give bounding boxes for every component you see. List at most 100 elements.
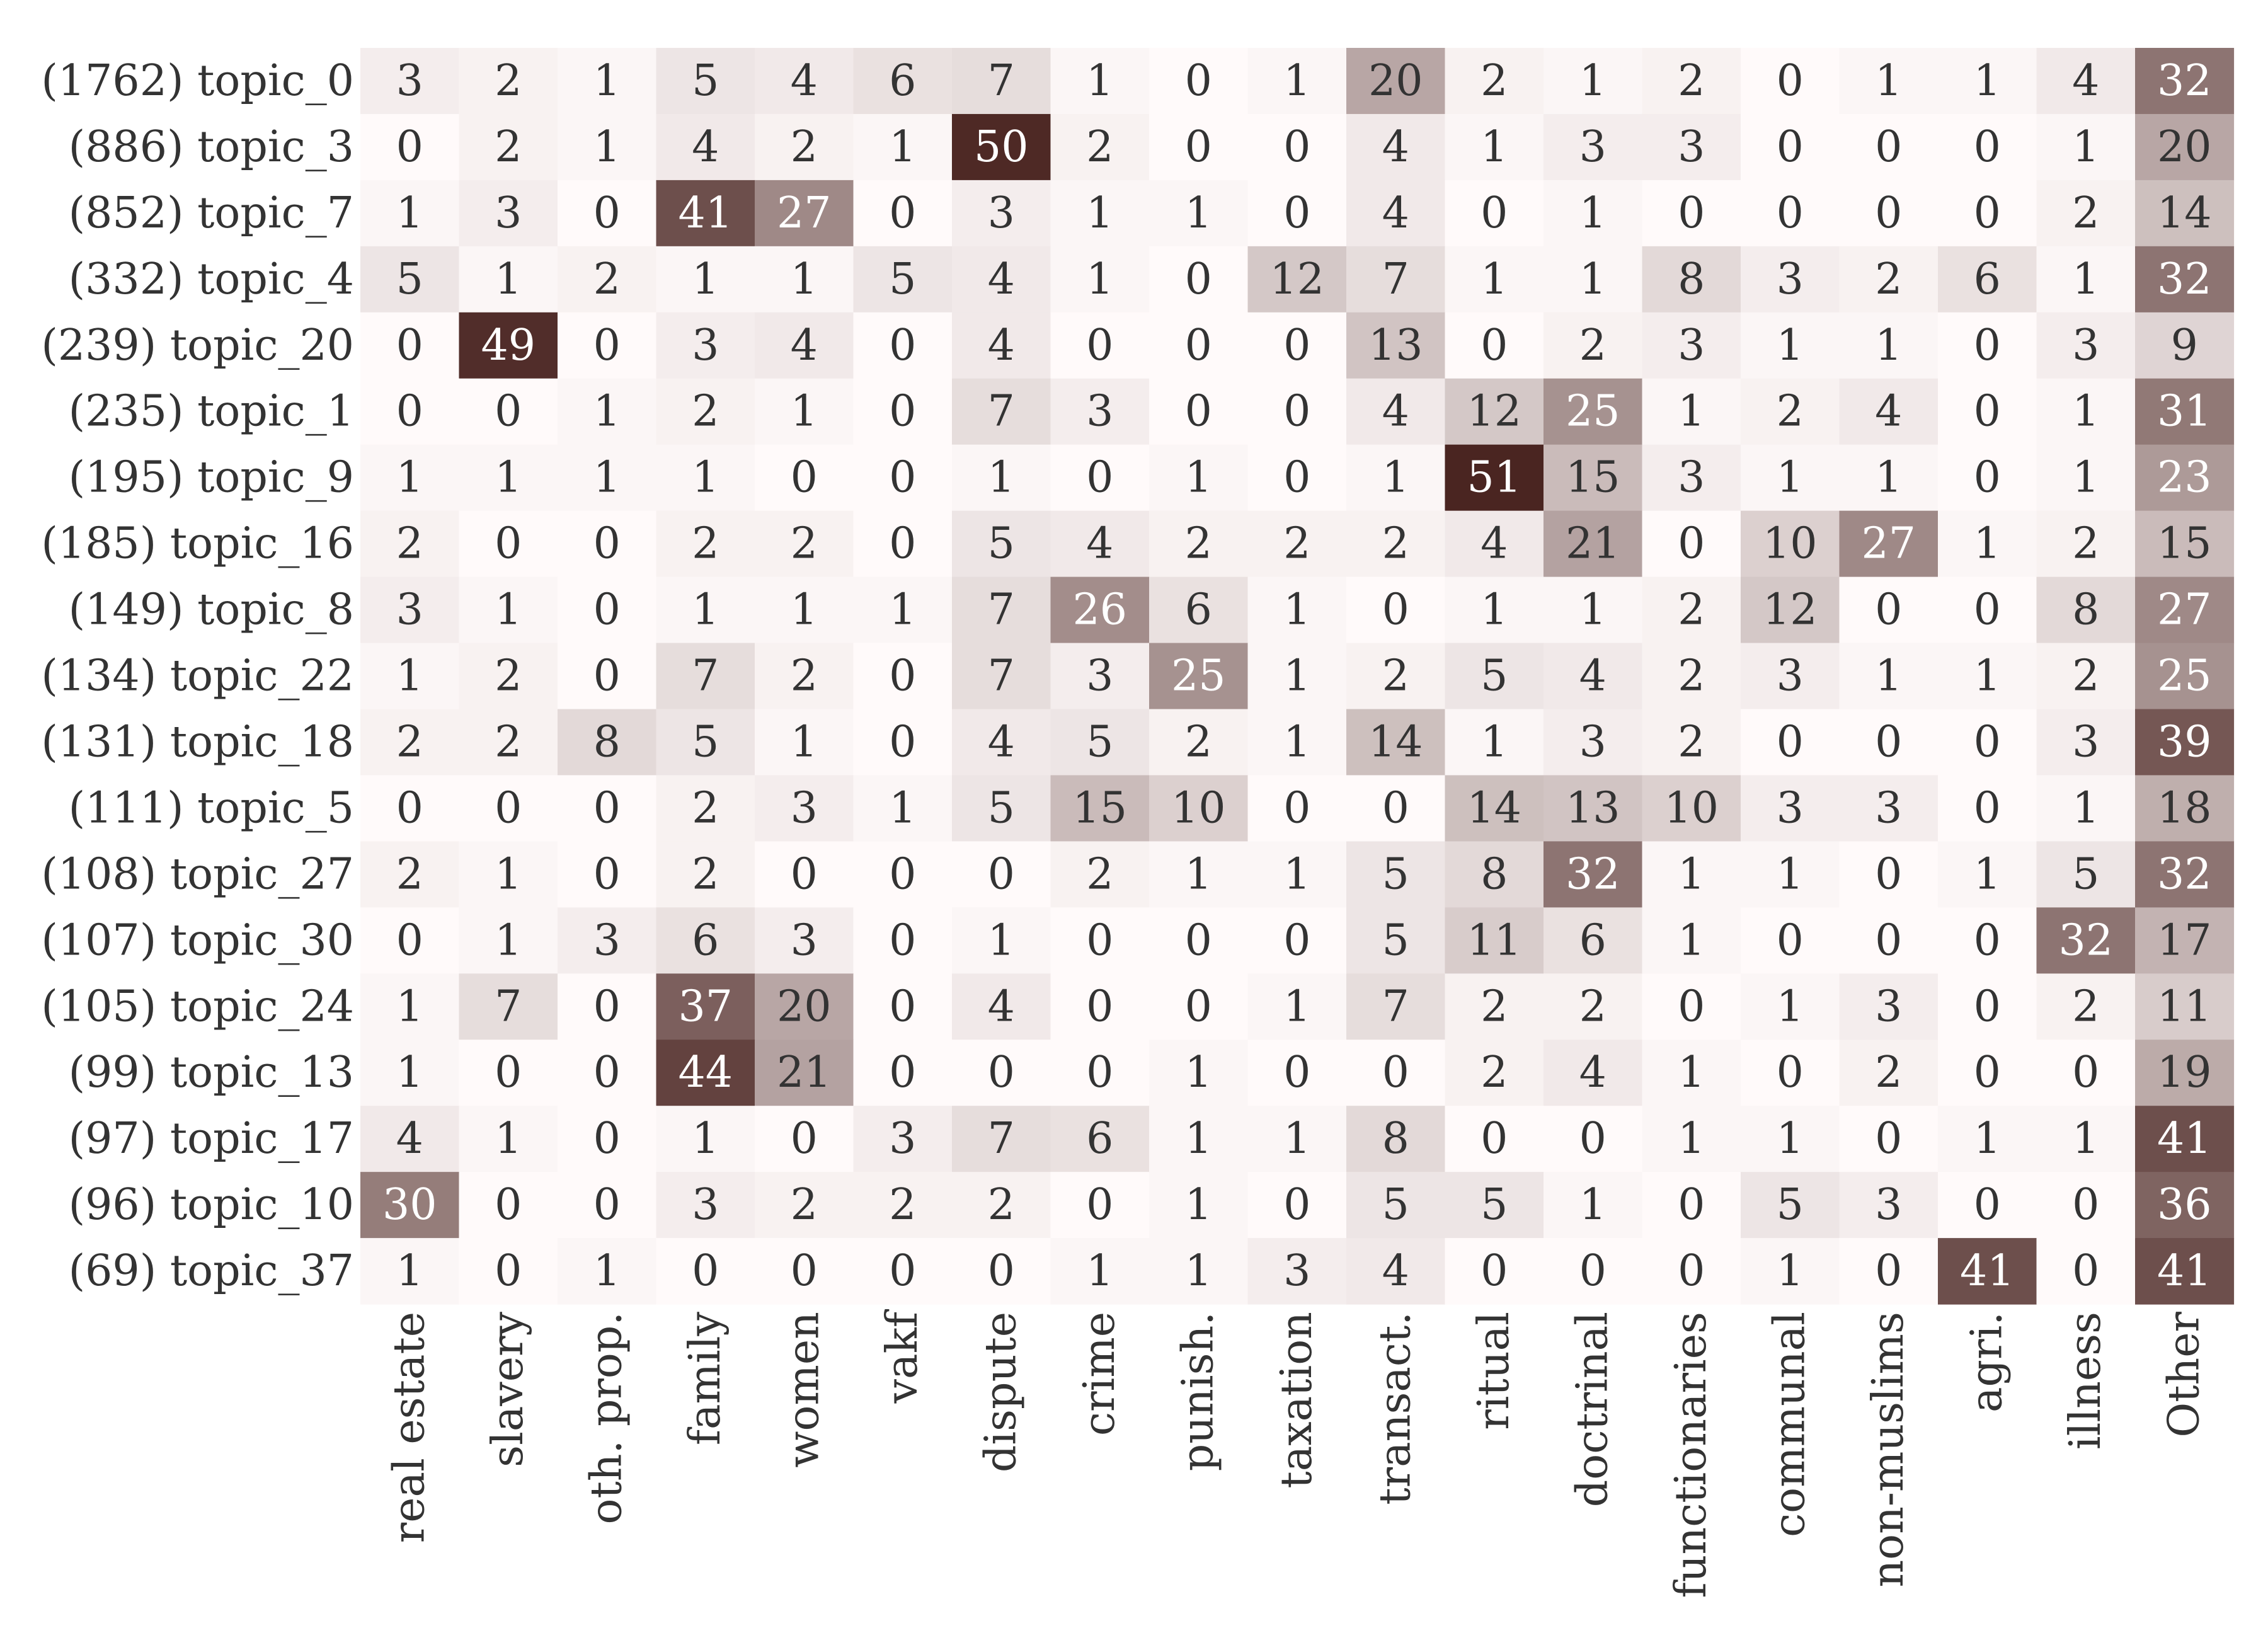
heatmap-cell bbox=[1050, 378, 1150, 445]
heatmap-cell bbox=[1445, 775, 1544, 842]
heatmap-cell bbox=[1741, 973, 1840, 1040]
cell-value-label: 1 bbox=[2072, 453, 2099, 503]
cell-value-label: 1 bbox=[889, 585, 916, 635]
cell-value-label: 1 bbox=[2072, 387, 2099, 437]
heatmap-cell bbox=[1741, 643, 1840, 710]
cell-value-label: 5 bbox=[1382, 849, 1409, 899]
cell-value-label: 5 bbox=[2072, 849, 2099, 899]
cell-value-label: 3 bbox=[1777, 651, 1804, 701]
heatmap-cell bbox=[1741, 709, 1840, 776]
cell-value-label: 25 bbox=[2157, 651, 2212, 701]
cell-value-label: 1 bbox=[1480, 255, 1508, 304]
heatmap-cell bbox=[1642, 841, 1741, 908]
heatmap-cell bbox=[1741, 576, 1840, 644]
row-label: (107) topic_30 bbox=[41, 915, 354, 965]
heatmap-cell bbox=[1149, 841, 1249, 908]
cell-value-label: 7 bbox=[692, 651, 719, 701]
cell-value-label: 2 bbox=[2072, 982, 2099, 1031]
heatmap-cell bbox=[1544, 246, 1643, 313]
heatmap-cell bbox=[360, 1106, 460, 1172]
cell-value-label: 32 bbox=[2058, 915, 2113, 965]
heatmap-cell bbox=[952, 643, 1051, 710]
heatmap-cell bbox=[755, 1040, 854, 1106]
cell-value-label: 3 bbox=[396, 56, 423, 106]
cell-value-label: 0 bbox=[1777, 56, 1804, 106]
heatmap-cell bbox=[2135, 973, 2235, 1040]
heatmap-cell bbox=[1346, 576, 1446, 644]
row-label: (185) topic_16 bbox=[41, 519, 354, 569]
heatmap-cell bbox=[952, 1172, 1051, 1239]
heatmap-cell bbox=[755, 643, 854, 710]
heatmap-cell bbox=[1346, 973, 1446, 1040]
heatmap-cell bbox=[360, 1238, 460, 1305]
heatmap-cell bbox=[2036, 48, 2136, 115]
column-label: illness bbox=[2061, 1312, 2110, 1450]
heatmap-cell bbox=[1938, 444, 2037, 512]
cell-value-label: 0 bbox=[1974, 915, 2001, 965]
heatmap-cell bbox=[2036, 973, 2136, 1040]
heatmap-cell bbox=[459, 48, 558, 115]
cell-value-label: 8 bbox=[2072, 585, 2099, 635]
cell-value-label: 1 bbox=[495, 255, 522, 304]
heatmap-cell bbox=[656, 576, 755, 644]
heatmap-cell bbox=[1544, 48, 1643, 115]
cell-value-label: 2 bbox=[1185, 717, 1212, 767]
column-label: slavery bbox=[483, 1311, 533, 1467]
cell-value-label: 14 bbox=[1368, 717, 1423, 767]
cell-value-label: 7 bbox=[988, 585, 1015, 635]
column-label: communal bbox=[1765, 1312, 1815, 1537]
cell-value-label: 41 bbox=[2157, 1246, 2212, 1296]
heatmap-cell bbox=[558, 576, 657, 644]
heatmap-cell bbox=[558, 775, 657, 842]
heatmap-cell bbox=[755, 709, 854, 776]
cell-value-label: 3 bbox=[1875, 783, 1902, 833]
row-label: (97) topic_17 bbox=[69, 1114, 354, 1164]
heatmap-cell bbox=[2135, 246, 2235, 313]
column-label: transact. bbox=[1371, 1312, 1421, 1505]
cell-value-label: 2 bbox=[1875, 1048, 1902, 1097]
cell-value-label: 2 bbox=[396, 717, 423, 767]
cell-value-label: 1 bbox=[1086, 188, 1113, 238]
heatmap-cell bbox=[755, 973, 854, 1040]
heatmap-cell bbox=[656, 444, 755, 512]
cell-value-label: 50 bbox=[974, 122, 1029, 172]
cell-value-label: 1 bbox=[2072, 783, 2099, 833]
heatmap-cell bbox=[1346, 246, 1446, 313]
column-label: real estate bbox=[385, 1312, 435, 1543]
heatmap-cell bbox=[360, 1040, 460, 1106]
heatmap-cell bbox=[1544, 510, 1643, 578]
heatmap-cell bbox=[558, 378, 657, 445]
heatmap-cell bbox=[1741, 378, 1840, 445]
cell-value-label: 0 bbox=[1777, 915, 1804, 965]
cell-value-label: 7 bbox=[1382, 255, 1409, 304]
heatmap-cell bbox=[459, 312, 558, 379]
heatmap-cell bbox=[360, 576, 460, 644]
cell-value-label: 0 bbox=[1777, 188, 1804, 238]
heatmap-cell bbox=[1445, 48, 1544, 115]
cell-value-label: 3 bbox=[988, 188, 1015, 238]
heatmap-cell bbox=[1938, 907, 2037, 974]
cell-value-label: 4 bbox=[988, 982, 1015, 1031]
heatmap-cell bbox=[2135, 113, 2235, 181]
cell-value-label: 12 bbox=[1763, 585, 1818, 635]
cell-value-label: 1 bbox=[1678, 1114, 1705, 1164]
cell-value-label: 32 bbox=[2157, 849, 2212, 899]
cell-value-label: 0 bbox=[1185, 982, 1212, 1031]
heatmap-cell bbox=[952, 973, 1051, 1040]
cell-value-label: 1 bbox=[1777, 1246, 1804, 1296]
heatmap-cell bbox=[1050, 907, 1150, 974]
cell-value-label: 1 bbox=[1480, 122, 1508, 172]
cell-value-label: 0 bbox=[1185, 387, 1212, 437]
cell-value-label: 0 bbox=[988, 849, 1015, 899]
cell-value-label: 3 bbox=[791, 915, 818, 965]
cell-value-label: 10 bbox=[1664, 783, 1719, 833]
cell-value-label: 51 bbox=[1467, 453, 1521, 503]
heatmap-cell bbox=[1938, 48, 2037, 115]
cell-value-label: 2 bbox=[1579, 321, 1606, 370]
heatmap-cell bbox=[1050, 1106, 1150, 1172]
heatmap-cell bbox=[656, 775, 755, 842]
heatmap-cell bbox=[952, 841, 1051, 908]
heatmap-cell bbox=[2036, 1238, 2136, 1305]
cell-value-label: 1 bbox=[1579, 1180, 1606, 1230]
heatmap-cell bbox=[360, 1172, 460, 1239]
